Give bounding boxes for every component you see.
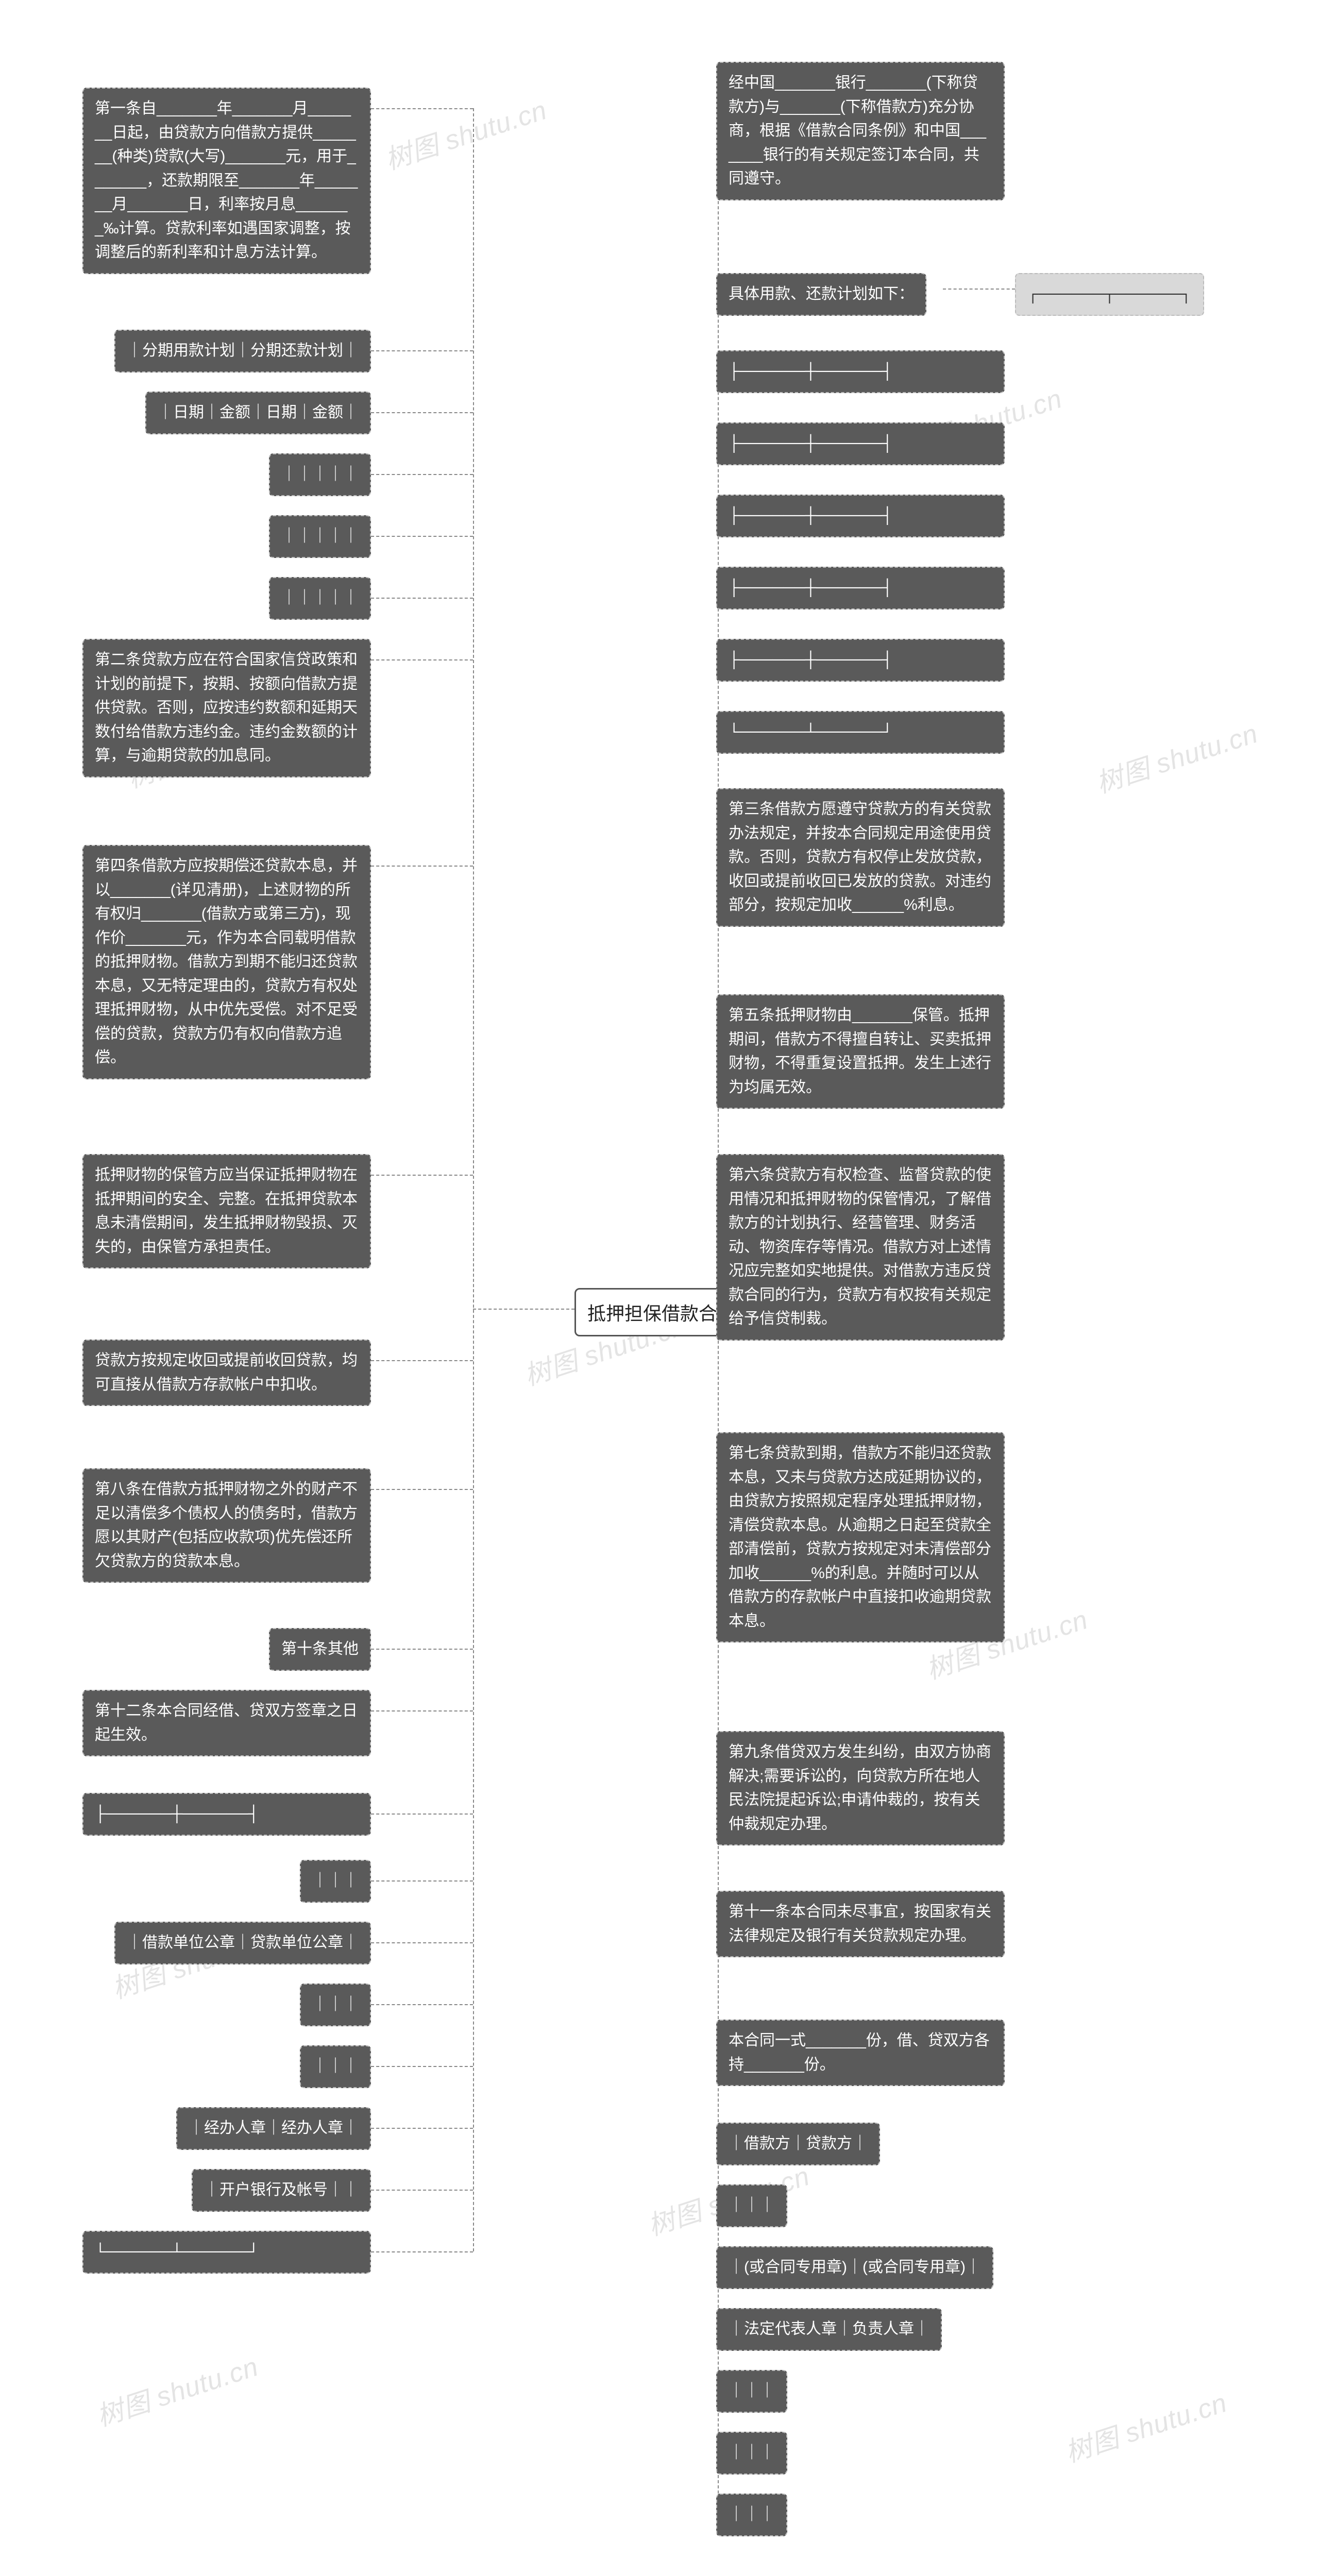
connector [473,108,474,2251]
node[interactable]: 贷款方按规定收回或提前收回贷款，均可直接从借款方存款帐户中扣收。 [82,1340,371,1406]
node[interactable]: ├──────┼──────┤ [716,350,1005,393]
node[interactable]: ｜法定代表人章｜负责人章｜ [716,2308,942,2351]
node[interactable]: ｜日期｜金额｜日期｜金额｜ [145,392,371,434]
connector [371,2004,473,2005]
mindmap-canvas: 树图 shutu.cn 树图 shutu.cn 树图 shutu.cn 树图 shut… [0,0,1319,2576]
node[interactable]: ｜借款单位公章｜贷款单位公章｜ [114,1922,371,1964]
connector [371,2190,473,2191]
node[interactable]: ｜｜｜ [716,2494,787,2536]
node[interactable]: ｜｜｜｜｜ [269,577,371,620]
connector [371,412,473,413]
connector [473,1309,575,1310]
connector [371,659,473,660]
node[interactable]: ｜｜｜ [716,2432,787,2475]
node[interactable]: 第三条借款方愿遵守贷款方的有关贷款办法规定，并按本合同规定用途使用贷款。否则，贷… [716,788,1005,927]
node[interactable]: └──────┴──────┘ [82,2231,371,2274]
connector [371,1814,473,1815]
node[interactable]: ｜｜｜｜｜ [269,453,371,496]
connector [371,2066,473,2067]
child-node[interactable]: ┌──────┬──────┐ [1015,273,1204,316]
node[interactable]: ├──────┼──────┤ [716,567,1005,609]
node[interactable]: ｜分期用款计划｜分期还款计划｜ [114,330,371,372]
node[interactable]: 第八条在借款方抵押财物之外的财产不足以清偿多个债权人的债务时，借款方愿以其财产(… [82,1468,371,1583]
connector [371,1489,473,1490]
connector [371,1175,473,1176]
connector [371,1880,473,1882]
node[interactable]: ｜｜｜ [716,2370,787,2413]
node[interactable]: ｜开户银行及帐号｜｜ [192,2169,371,2212]
node[interactable]: 第一条自_______年_______月_______日起，由贷款方向借款方提供… [82,88,371,274]
connector [371,1942,473,1943]
node[interactable]: ｜(或合同专用章)｜(或合同专用章)｜ [716,2246,993,2289]
node[interactable]: ｜借款方｜贷款方｜ [716,2123,880,2165]
node[interactable]: 第十一条本合同未尽事宜，按国家有关法律规定及银行有关贷款规定办理。 [716,1891,1005,1957]
node[interactable]: ｜｜｜ [716,2184,787,2227]
node[interactable]: ├──────┼──────┤ [82,1793,371,1836]
connector [371,2128,473,2129]
node[interactable]: 第九条借贷双方发生纠纷，由双方协商解决;需要诉讼的，向贷款方所在地人民法院提起诉… [716,1731,1005,1845]
watermark: 树图 shutu.cn [1059,2381,1231,2469]
node[interactable]: ｜｜｜｜｜ [269,515,371,558]
node[interactable]: 本合同一式_______份，借、贷双方各持_______份。 [716,2020,1005,2086]
node[interactable]: 第十条其他 [269,1628,371,1671]
connector [943,289,1015,290]
node[interactable]: 第六条贷款方有权检查、监督贷款的使用情况和抵押财物的保管情况，了解借款方的计划执… [716,1154,1005,1341]
connector [371,474,473,475]
connector [371,1360,473,1361]
connector [371,108,473,109]
node[interactable]: 第二条贷款方应在符合国家信贷政策和计划的前提下，按期、按额向借款方提供贷款。否则… [82,639,371,777]
node[interactable]: 第五条抵押财物由_______保管。抵押期间，借款方不得擅自转让、买卖抵押财物，… [716,994,1005,1109]
node[interactable]: ├──────┼──────┤ [716,422,1005,465]
node[interactable]: 第十二条本合同经借、贷双方签章之日起生效。 [82,1690,371,1756]
node[interactable]: ├──────┼──────┤ [716,639,1005,682]
node[interactable]: ｜经办人章｜经办人章｜ [176,2107,371,2150]
connector [371,1710,473,1711]
watermark: 树图 shutu.cn [1090,711,1262,800]
node[interactable]: 具体用款、还款计划如下： [716,273,926,316]
node[interactable]: ｜｜｜ [300,1984,371,2026]
node[interactable]: └──────┴──────┘ [716,711,1005,754]
connector [371,350,473,351]
node[interactable]: ｜｜｜ [300,2045,371,2088]
node[interactable]: 经中国_______银行_______(下称贷款方)与_______(下称借款方… [716,62,1005,200]
watermark: 树图 shutu.cn [91,2345,262,2433]
node[interactable]: 第七条贷款到期，借款方不能归还贷款本息，又未与贷款方达成延期协议的，由贷款方按照… [716,1432,1005,1642]
node[interactable]: ｜｜｜ [300,1860,371,1903]
connector [371,2251,473,2252]
connector [371,1649,473,1650]
watermark: 树图 shutu.cn [379,88,551,177]
connector [371,536,473,537]
node[interactable]: 抵押财物的保管方应当保证抵押财物在抵押期间的安全、完整。在抵押贷款本息未清偿期间… [82,1154,371,1268]
node[interactable]: ├──────┼──────┤ [716,495,1005,537]
connector [371,866,473,867]
connector [371,598,473,599]
node[interactable]: 第四条借款方应按期偿还贷款本息，并以_______(详见清册)，上述财物的所有权… [82,845,371,1079]
